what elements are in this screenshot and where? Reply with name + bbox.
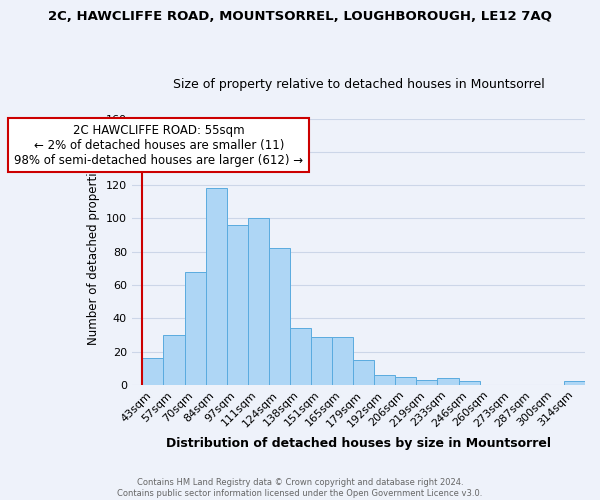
- Bar: [311, 336, 332, 385]
- Bar: [374, 375, 395, 385]
- Bar: [332, 336, 353, 385]
- Text: 2C, HAWCLIFFE ROAD, MOUNTSORREL, LOUGHBOROUGH, LE12 7AQ: 2C, HAWCLIFFE ROAD, MOUNTSORREL, LOUGHBO…: [48, 10, 552, 23]
- Bar: [290, 328, 311, 385]
- Bar: [248, 218, 269, 385]
- Bar: [163, 335, 185, 385]
- Bar: [227, 225, 248, 385]
- Bar: [416, 380, 437, 385]
- Bar: [269, 248, 290, 385]
- Bar: [185, 272, 206, 385]
- X-axis label: Distribution of detached houses by size in Mountsorrel: Distribution of detached houses by size …: [166, 437, 551, 450]
- Bar: [395, 376, 416, 385]
- Text: Contains HM Land Registry data © Crown copyright and database right 2024.
Contai: Contains HM Land Registry data © Crown c…: [118, 478, 482, 498]
- Bar: [564, 382, 585, 385]
- Bar: [206, 188, 227, 385]
- Bar: [437, 378, 458, 385]
- Bar: [353, 360, 374, 385]
- Bar: [142, 358, 163, 385]
- Y-axis label: Number of detached properties: Number of detached properties: [88, 158, 100, 344]
- Title: Size of property relative to detached houses in Mountsorrel: Size of property relative to detached ho…: [173, 78, 544, 91]
- Text: 2C HAWCLIFFE ROAD: 55sqm
← 2% of detached houses are smaller (11)
98% of semi-de: 2C HAWCLIFFE ROAD: 55sqm ← 2% of detache…: [14, 124, 304, 166]
- Bar: [458, 382, 479, 385]
